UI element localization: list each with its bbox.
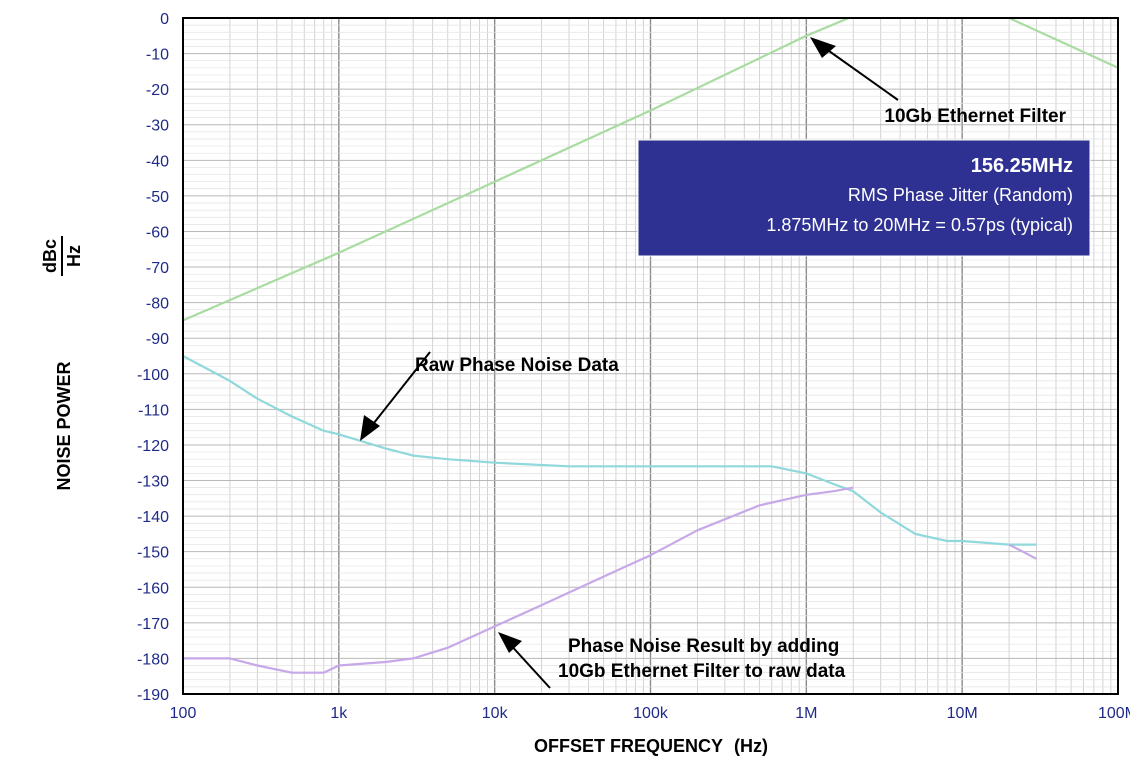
y-axis-label: NOISE POWER [54,361,74,490]
x-tick-label: 100M [1098,705,1130,722]
series-line-filter [182,16,850,322]
x-tick-label: 10k [482,705,509,722]
raw-arrow-line [369,351,431,429]
y-tick-label: 0 [160,11,169,28]
y-tick-label: -50 [146,189,169,206]
y-tick-label: -170 [137,616,169,633]
x-tick-label: 10M [947,705,978,722]
series-line-result [183,486,854,674]
y-tick-label: -140 [137,509,169,526]
info-box-line-2: 1.875MHz to 20MHz = 0.57ps (typical) [766,215,1073,235]
x-axis-label: OFFSET FREQUENCY [534,736,723,756]
y-tick-label: -100 [137,367,169,384]
series-layer [182,16,1119,674]
series-segment-filter [1008,16,1119,69]
annotation-filter: 10Gb Ethernet Filter [810,37,1067,127]
y-tick-label: -180 [137,651,169,668]
filter-label: 10Gb Ethernet Filter [884,106,1066,127]
y-axis-unit-denominator: Hz [64,245,84,267]
y-tick-label: -90 [146,331,169,348]
y-tick-label: -70 [146,260,169,277]
y-tick-label: -190 [137,687,169,704]
y-tick-label: -80 [146,296,169,313]
result-arrowhead [498,632,522,653]
annotation-raw: Raw Phase Noise Data [360,351,619,441]
y-tick-label: -150 [137,545,169,562]
y-axis-title: NOISE POWER dBc Hz [40,236,84,491]
y-tick-label: -60 [146,224,169,241]
x-tick-label: 1k [330,705,348,722]
raw-arrowhead [360,415,380,441]
filter-arrowhead [810,37,836,58]
info-box-title: 156.25MHz [971,155,1073,177]
annotation-result: Phase Noise Result by adding 10Gb Ethern… [498,632,846,689]
series-segment-result [1008,543,1038,560]
x-tick-label: 100 [170,705,197,722]
x-tick-label: 100k [633,705,669,722]
jitter-info-box: 156.25MHz RMS Phase Jitter (Random) 1.87… [637,139,1091,257]
x-tick-label: 1M [795,705,817,722]
raw-label: Raw Phase Noise Data [415,355,619,376]
info-box-line-1: RMS Phase Jitter (Random) [848,185,1073,205]
result-label-line-1: Phase Noise Result by adding [568,636,839,657]
x-axis-title: OFFSET FREQUENCY (Hz) [534,736,768,756]
y-tick-label: -120 [137,438,169,455]
plot-frame [182,17,1119,695]
y-tick-label: -160 [137,580,169,597]
filter-arrow-line [821,45,899,101]
y-axis-unit-numerator: dBc [40,239,60,273]
y-tick-label: -130 [137,474,169,491]
info-box-background [637,139,1091,257]
y-tick-label: -10 [146,47,169,64]
y-tick-label: -20 [146,82,169,99]
y-tick-label: -40 [146,153,169,170]
y-tick-label: -110 [138,402,169,419]
series-line-raw [182,355,1037,546]
result-label-line-2: 10Gb Ethernet Filter to raw data [558,661,846,682]
x-axis-unit: (Hz) [734,736,768,756]
tick-labels: 100 1k 10k 100k 1M 10M 100M 0 -10 -20 -30 -40 -50 -60… [137,11,1130,722]
result-arrow-line [507,641,551,689]
y-tick-label: -30 [146,118,169,135]
